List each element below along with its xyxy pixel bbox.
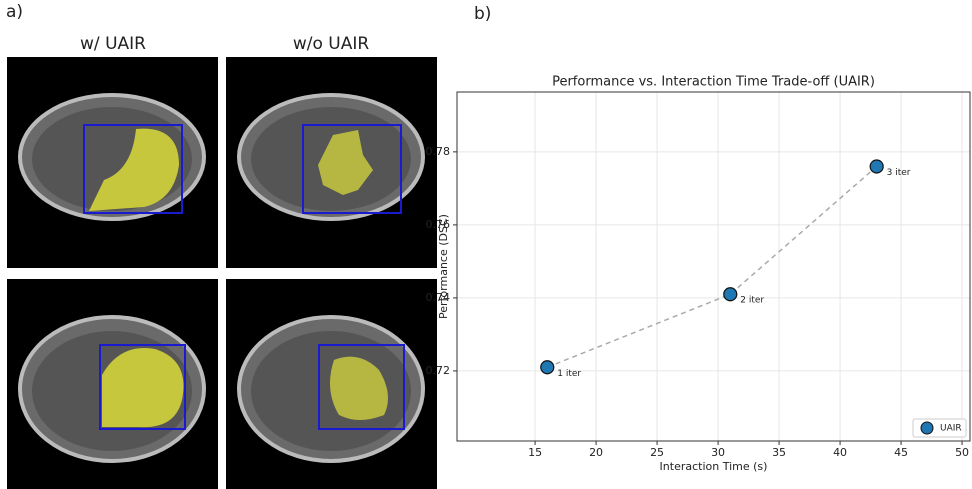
point-label: 1 iter: [557, 369, 581, 379]
x-tick-label: 50: [955, 446, 969, 459]
y-tick-label: 0.74: [426, 291, 451, 304]
segmentation: [318, 130, 373, 195]
point-label: 3 iter: [887, 168, 911, 178]
chart: Performance vs. Interaction Time Trade-o…: [426, 75, 971, 473]
x-tick-label: 40: [833, 446, 847, 459]
chart-title: Performance vs. Interaction Time Trade-o…: [552, 75, 875, 90]
column-title: w/ UAIR: [80, 34, 146, 54]
bounding-box: [318, 344, 405, 430]
x-tick-label: 45: [894, 446, 908, 459]
plot-frame: [456, 91, 971, 442]
bounding-box: [302, 124, 402, 214]
bounding-box: [99, 344, 186, 430]
y-tick-label: 0.78: [426, 145, 451, 158]
data-point: [540, 360, 555, 375]
x-tick-label: 25: [650, 446, 664, 459]
connector-line: [547, 165, 878, 368]
y-tick-label: 0.76: [426, 218, 451, 231]
x-tick-label: 15: [528, 446, 542, 459]
column-title: w/o UAIR: [293, 34, 370, 54]
panel-label: a): [6, 2, 23, 22]
x-tick-label: 30: [711, 446, 725, 459]
ct-images: [7, 57, 437, 489]
point-label: 2 iter: [740, 296, 764, 306]
x-axis-label: Interaction Time (s): [660, 460, 768, 473]
segmentation: [102, 348, 184, 428]
y-axis-label: Performance (DSC): [437, 214, 450, 319]
segmentation: [330, 356, 388, 420]
segmentation: [89, 128, 179, 211]
legend-marker: [920, 421, 934, 435]
x-tick-label: 20: [589, 446, 603, 459]
bounding-box: [83, 124, 183, 214]
data-point: [869, 159, 884, 174]
data-point: [723, 287, 738, 302]
y-tick-label: 0.72: [426, 364, 451, 377]
legend-label: UAIR: [940, 424, 962, 434]
panel-label: b): [474, 4, 491, 24]
x-tick-label: 35: [772, 446, 786, 459]
